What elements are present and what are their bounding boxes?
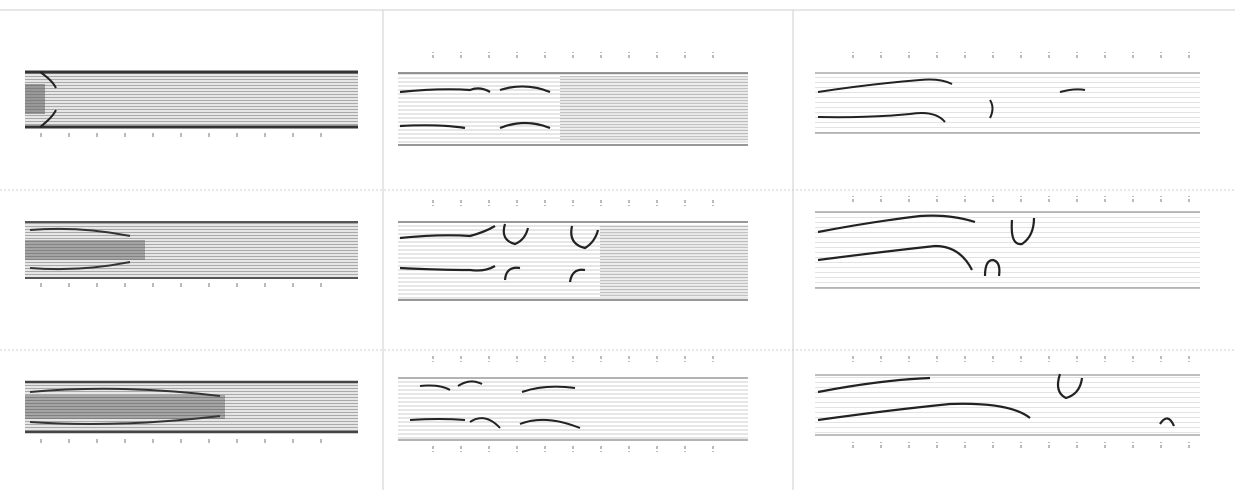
axis-ticks — [830, 442, 1200, 448]
axis-ticks — [40, 283, 340, 289]
axis-ticks — [40, 133, 340, 139]
channel-region — [600, 225, 748, 297]
axis-ticks — [410, 200, 740, 206]
axis-ticks — [410, 446, 740, 452]
axis-ticks — [410, 52, 740, 58]
axis-ticks — [410, 356, 740, 362]
inlet — [25, 84, 45, 114]
axis-ticks — [830, 196, 1200, 202]
jet-core — [25, 395, 225, 419]
jet-core — [25, 240, 145, 260]
axis-ticks — [830, 356, 1200, 362]
channel-region — [560, 76, 748, 142]
panel — [815, 356, 1200, 448]
figure — [0, 0, 1235, 490]
panel — [398, 200, 748, 300]
axis-ticks — [830, 52, 1200, 58]
panel — [25, 382, 358, 443]
panel — [815, 196, 1200, 288]
panel — [398, 52, 748, 145]
channel — [25, 72, 358, 127]
channel — [815, 73, 1200, 133]
panel — [398, 356, 748, 452]
panel — [25, 222, 358, 289]
panel — [25, 72, 358, 139]
panel — [815, 52, 1200, 133]
axis-ticks — [40, 437, 340, 443]
page: {} — [0, 0, 1235, 490]
